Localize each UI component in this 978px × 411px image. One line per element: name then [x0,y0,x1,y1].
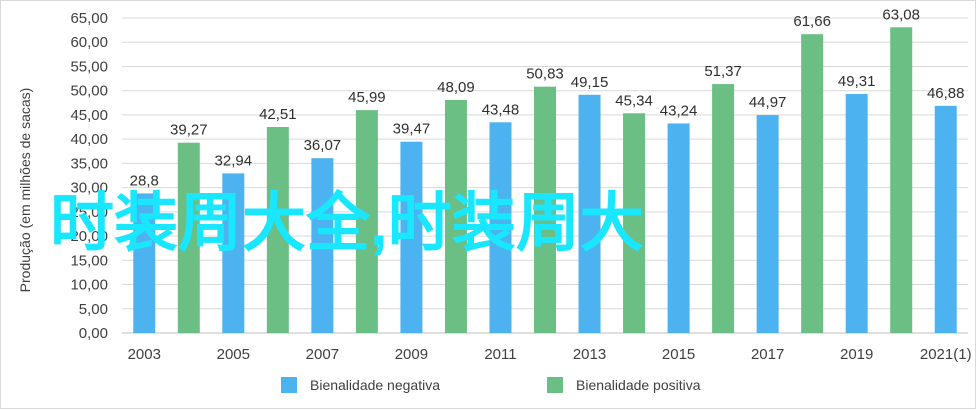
x-tick-label: 2015 [662,346,695,363]
bars [133,27,957,334]
data-label-2007: 36,07 [304,137,342,154]
y-tick-label: 5,00 [79,301,108,318]
bar-2013 [578,94,601,333]
legend: Bienalidade negativa Bienalidade positiva [281,377,701,393]
x-tick-label: 2007 [306,346,339,363]
data-label-2009: 39,47 [393,121,431,138]
legend-swatch-negativa [281,377,297,393]
y-tick-label: 10,00 [70,277,108,294]
bar-2015 [667,123,690,334]
y-tick-label: 30,00 [70,180,108,197]
data-label-2012: 50,83 [526,66,564,83]
bar-2014 [623,113,646,333]
data-label-2008: 45,99 [348,89,386,106]
y-tick-label: 0,00 [79,325,108,342]
x-tick-label: 2017 [751,346,784,363]
y-tick-label: 35,00 [70,155,108,172]
bar-2005 [222,173,245,333]
gridlines [122,17,968,334]
data-label-2014: 45,34 [615,92,653,109]
y-tick-label: 40,00 [70,131,108,148]
bar-2016 [712,84,735,334]
data-label-2019: 49,31 [838,73,876,90]
data-label-2013: 49,15 [571,74,609,91]
bar-2020 [890,27,913,333]
legend-swatch-positiva [547,377,563,393]
bar-2019 [845,94,868,333]
x-tick-label: 2011 [484,346,516,363]
y-axis-label: Produção (em milhões de sacas) [17,88,33,293]
y-tick-label: 20,00 [70,228,108,245]
data-label-2020: 63,08 [882,6,920,23]
data-label-2016: 51,37 [704,63,742,80]
data-label-2003: 28,8 [130,172,159,189]
x-tick-label: 2005 [217,346,250,363]
data-label-2005: 32,94 [215,152,253,169]
y-tick-label: 50,00 [70,83,108,100]
x-tick-label: 2019 [840,346,873,363]
watermark-overlay-text: 时装周大全,时装周大 [50,187,644,259]
bar-2011 [489,122,512,333]
y-axis-ticks: 0,00 5,00 10,00 15,00 20,00 25,00 30,00 35,00 40… [70,10,108,342]
bar-2003 [133,193,156,333]
bar-2008 [355,110,378,333]
data-label-2006: 42,51 [259,106,297,123]
bar-2009 [400,141,423,333]
x-tick-label: 2009 [395,346,428,363]
data-label-2017: 44,97 [749,94,787,111]
x-axis-ticks: 2003 2005 2007 2009 2011 2013 2015 2017 2019 2021… [128,346,972,363]
legend-label-positiva: Bienalidade positiva [576,377,701,393]
bar-2006 [266,126,289,334]
y-tick-label: 55,00 [70,58,108,75]
x-tick-label: 2021(1) [920,346,972,363]
data-label-2004: 39,27 [170,122,208,139]
bar-2012 [534,86,556,333]
bar-2017 [756,115,779,334]
data-label-2011: 43,48 [482,101,520,118]
y-tick-label: 60,00 [70,34,108,51]
data-label-2021: 46,88 [927,85,965,102]
x-tick-label: 2013 [573,346,606,363]
data-labels: 28,8 39,27 32,94 42,51 36,07 45,99 39,47 48,09 4… [130,6,965,189]
legend-label-negativa: Bienalidade negativa [310,377,440,393]
bar-2004 [177,142,200,333]
y-tick-label: 65,00 [70,10,108,27]
y-tick-label: 45,00 [70,107,108,124]
y-tick-label: 25,00 [70,204,108,221]
y-tick-label: 15,00 [70,252,108,269]
data-label-2018: 61,66 [793,13,831,30]
bar-2018 [801,34,824,333]
x-tick-label: 2003 [128,346,161,363]
bar-2007 [311,158,334,333]
bar-2010 [444,99,467,334]
bar-2021 [934,105,957,333]
data-label-2010: 48,09 [437,79,475,96]
data-label-2015: 43,24 [660,102,698,119]
